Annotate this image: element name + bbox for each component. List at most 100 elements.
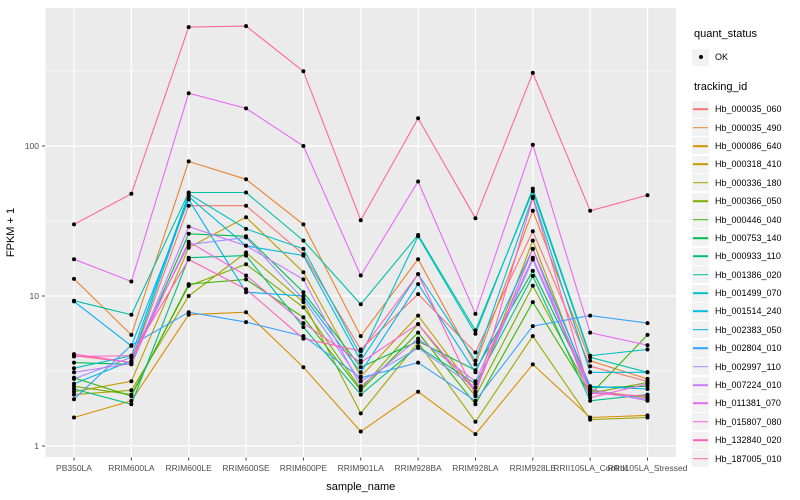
data-point <box>473 350 478 355</box>
data-point <box>530 208 535 213</box>
data-point <box>301 277 306 282</box>
legend-key-line <box>693 384 708 386</box>
data-point <box>645 370 650 375</box>
data-point <box>301 297 306 302</box>
data-point <box>244 24 249 29</box>
data-point <box>186 25 191 30</box>
legend-key-box <box>692 284 709 302</box>
data-point <box>72 360 76 365</box>
data-point <box>530 334 535 339</box>
data-point <box>530 268 535 273</box>
legend-entry: Hb_015807_080 <box>692 413 798 431</box>
legend-entry: Hb_000336_180 <box>692 174 798 192</box>
data-point <box>530 300 535 305</box>
data-point <box>645 381 650 386</box>
legend-key-line <box>693 421 708 423</box>
legend-key-line <box>693 126 708 129</box>
data-point <box>301 365 306 370</box>
legend-entry: Hb_000318_410 <box>692 155 798 173</box>
data-point <box>645 193 650 198</box>
data-point <box>416 346 421 350</box>
x-tick-label: RRIM600LA <box>108 463 155 473</box>
data-point <box>244 250 249 255</box>
legend-key-line <box>693 218 708 221</box>
legend-key-line <box>693 200 708 202</box>
data-point <box>72 366 76 371</box>
data-point <box>301 253 306 258</box>
data-point <box>358 360 363 365</box>
x-tick-label: RRII105LA_Stressed <box>608 463 688 473</box>
data-point <box>186 91 191 96</box>
data-point <box>416 330 421 335</box>
legend-entry: Hb_001499_070 <box>692 284 798 302</box>
legend-entry-label: Hb_002997_110 <box>715 361 781 372</box>
data-point <box>301 270 306 275</box>
data-point <box>645 387 650 391</box>
legend-key-box <box>692 358 709 376</box>
legend-entry-label: Hb_002804_010 <box>715 343 782 354</box>
legend-key-line <box>693 145 708 147</box>
data-point <box>186 282 191 287</box>
data-point <box>645 321 650 326</box>
legend-key-box <box>692 450 709 468</box>
data-point <box>129 379 134 384</box>
data-point <box>129 353 134 358</box>
legend-key-line <box>693 439 708 442</box>
data-point <box>358 375 363 380</box>
data-point <box>186 203 191 208</box>
data-point <box>129 398 134 403</box>
data-point <box>244 253 249 258</box>
data-point <box>588 208 593 213</box>
data-point <box>244 226 249 231</box>
data-point <box>530 238 535 243</box>
data-point <box>301 290 306 295</box>
data-point <box>301 325 306 330</box>
data-point <box>301 69 306 74</box>
legend-key-line <box>693 329 708 331</box>
legend-entry: Hb_000446_040 <box>692 210 798 229</box>
x-tick-label: RRIM600LE <box>166 463 213 473</box>
data-point <box>358 370 363 375</box>
data-point <box>301 294 306 298</box>
data-point <box>72 222 76 227</box>
data-point <box>530 186 535 191</box>
data-point <box>129 343 134 348</box>
legend-key-line <box>693 365 708 368</box>
plot-area: PB350LA RRIM600LA RRIM600LE RRIM600SE RRIM60… <box>5 8 688 493</box>
legend-entry-label: Hb_000035_060 <box>715 104 782 115</box>
data-point <box>186 242 191 247</box>
data-point <box>244 215 249 220</box>
data-point <box>645 415 650 420</box>
legend-entry-label: Hb_000446_040 <box>715 214 782 225</box>
data-point <box>530 142 535 147</box>
legend-key-box <box>692 48 709 66</box>
data-point <box>358 302 363 307</box>
data-point <box>129 402 134 407</box>
legend-title-tracking-id: tracking_id <box>694 81 748 93</box>
data-point <box>358 392 363 397</box>
data-point <box>244 290 249 295</box>
data-point <box>473 385 478 390</box>
legend-block-quant-status: quant_status OK <box>692 28 798 67</box>
legend-key-box <box>692 394 709 412</box>
data-point <box>72 257 76 262</box>
point-symbol-icon <box>698 55 703 59</box>
data-point <box>358 353 363 358</box>
data-point <box>588 387 593 391</box>
data-point <box>588 353 593 358</box>
data-point <box>129 360 134 365</box>
legend-entry-label: Hb_000035_490 <box>715 122 782 133</box>
data-point <box>301 246 306 251</box>
x-tick-label: PB350LA <box>56 463 92 473</box>
data-point <box>416 282 421 287</box>
legend-entry: Hb_000035_490 <box>692 118 798 137</box>
legend-entry-label: Hb_000933_110 <box>715 251 781 262</box>
data-point <box>244 262 249 267</box>
data-point <box>588 330 593 335</box>
data-point <box>473 216 478 221</box>
data-point <box>473 379 478 384</box>
legend-key-box <box>692 302 709 320</box>
legend-entry: Hb_002804_010 <box>692 339 798 357</box>
x-tick-label: RRIM901LA <box>338 463 385 473</box>
data-point <box>530 274 535 278</box>
